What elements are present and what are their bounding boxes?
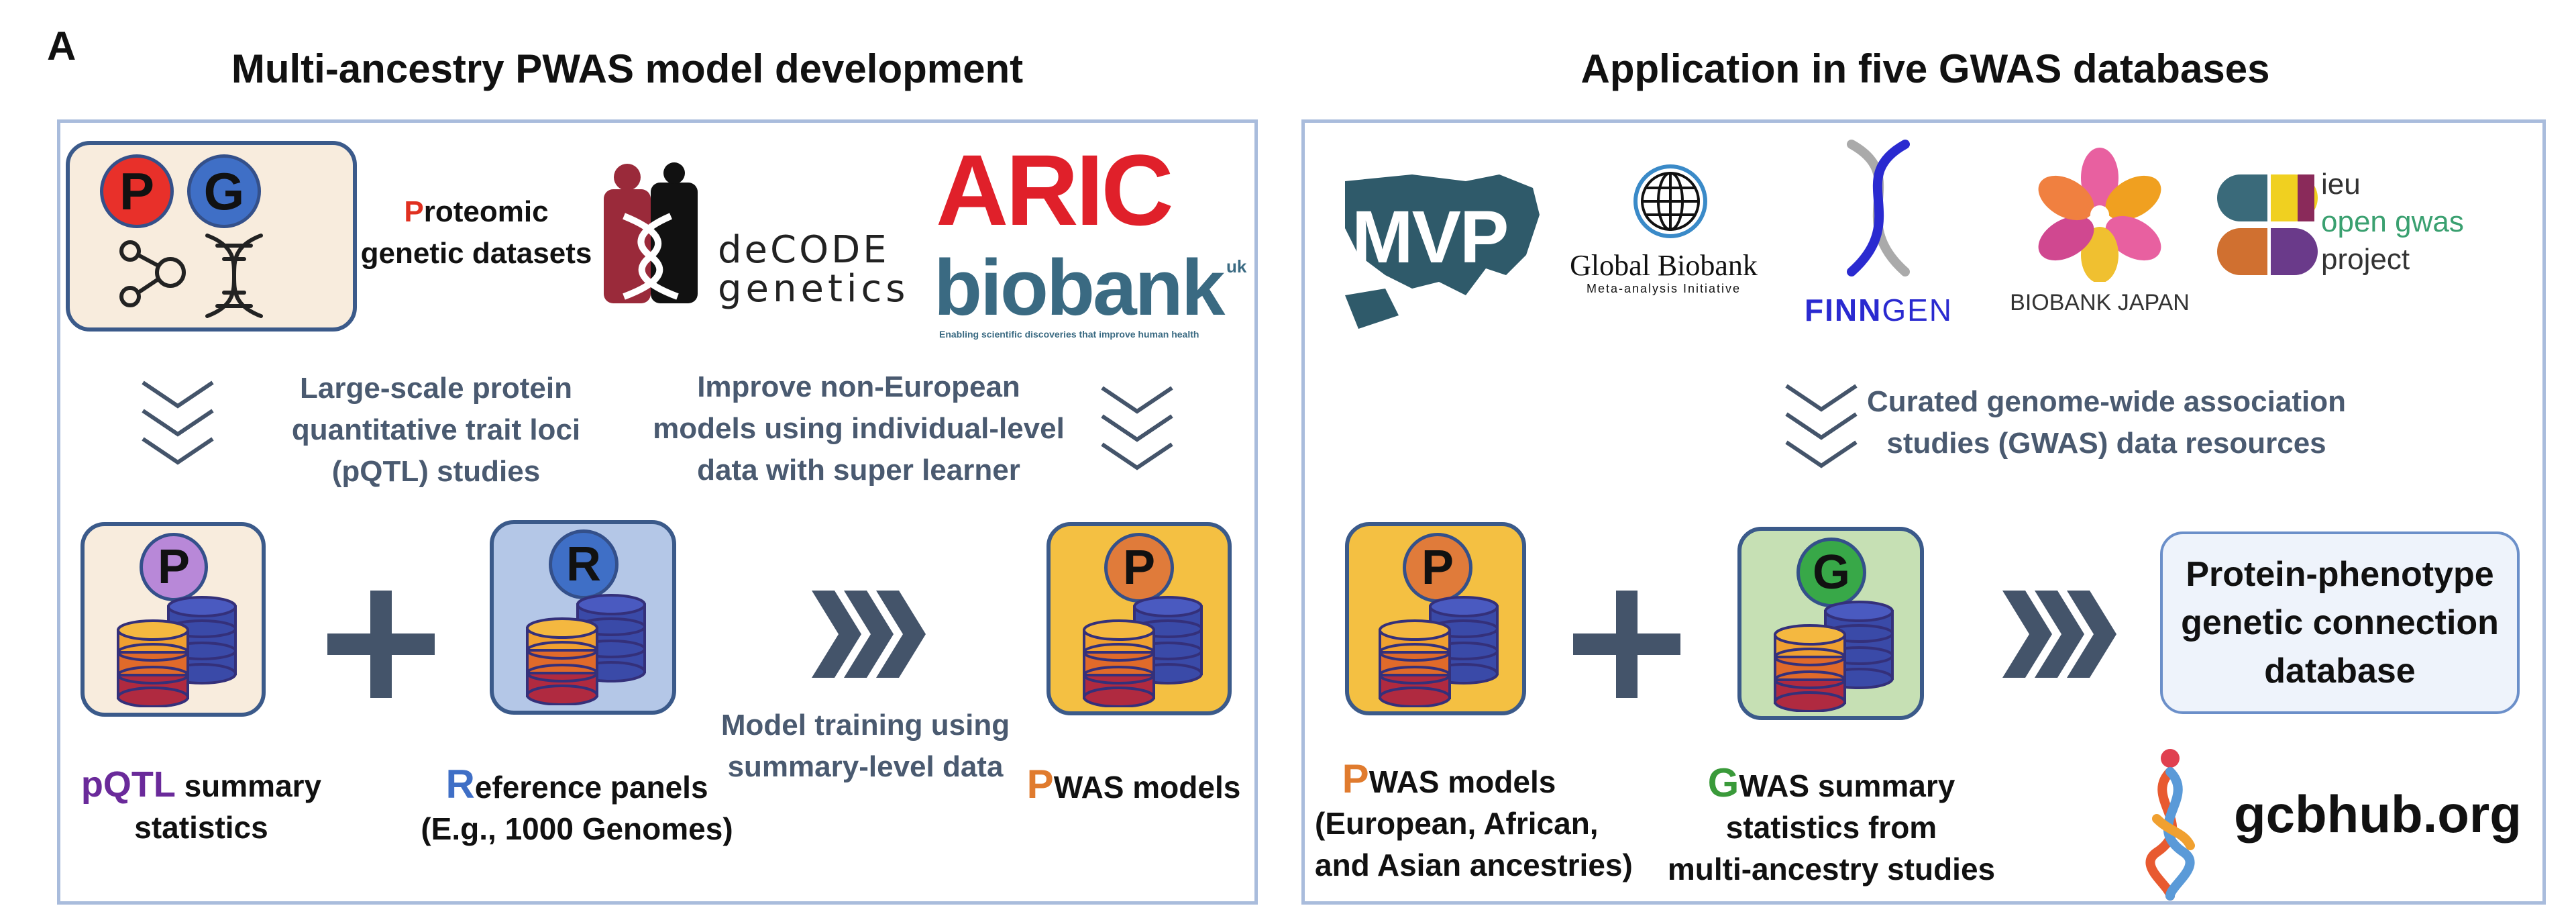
flower-icon [2038, 148, 2161, 282]
badge-p-right: P [1403, 533, 1472, 603]
step1-text: Large-scale protein quantitative trait l… [291, 372, 581, 488]
global-biobank-logo: Global Biobank Meta-analysis Initiative [1550, 161, 1778, 309]
finngen-logo: FINNGEN [1798, 138, 1959, 327]
database-stack-icon [1774, 601, 1894, 712]
database-stack-icon [117, 596, 237, 707]
decode-figures-icon [604, 162, 698, 303]
pwas-models-label: PWAS models [1026, 762, 1241, 807]
biobank-name: biobank [934, 244, 1225, 332]
chevron-down-icon [142, 380, 214, 465]
right-panel [1301, 119, 2546, 905]
reference-panels-label: Reference panels (E.g., 1000 Genomes) [421, 762, 733, 847]
left-panel [57, 119, 1258, 905]
aric-logo: ARIC [936, 134, 1174, 246]
pqtl-tile: P [80, 522, 266, 717]
plus-icon [1573, 591, 1680, 698]
badge-g-right: G [1796, 538, 1866, 607]
proteomic-datasets-label: Proteomic genetic datasets [360, 195, 592, 270]
gwas-summary-label: GWAS summary statistics from multi-ances… [1667, 760, 1996, 887]
mvp-text: MVP [1352, 196, 1509, 278]
biobank-suffix: uk [1226, 256, 1247, 276]
left-section-title: Multi-ancestry PWAS model development [231, 46, 1024, 91]
global-biobank-line1: Global Biobank [1570, 249, 1758, 282]
database-stack-icon [526, 594, 646, 705]
decode-genetics-logo: deCODE genetics [597, 162, 912, 311]
protein-phenotype-database-box: Protein-phenotype genetic connection dat… [2160, 531, 2520, 714]
ieu-line2: open gwas [2321, 205, 2464, 238]
plus-icon [327, 591, 435, 698]
panel-letter: A [47, 23, 76, 68]
badge-p-pqtl: P [140, 533, 208, 601]
globe-icon [1633, 164, 1707, 238]
chevron-down-icon [1101, 386, 1173, 470]
biobank-japan-text: BIOBANK JAPAN [2010, 290, 2190, 315]
ieu-shapes-icon [2217, 174, 2318, 275]
biobank-tagline: Enabling scientific discoveries that imp… [939, 329, 1199, 340]
database-stack-icon [1083, 596, 1203, 707]
right-step-text: Curated genome-wide association studies … [1867, 385, 2346, 460]
pwas-models-ancestries-label: PWAS models (European, African, and Asia… [1315, 756, 1633, 883]
mvp-logo: MVP [1332, 161, 1553, 336]
website-link[interactable]: gcbhub.org [2234, 784, 2522, 844]
biobank-japan-logo: BIOBANK JAPAN [1999, 148, 2200, 322]
badge-p-pwas: P [1104, 533, 1174, 603]
ieu-open-gwas-logo: ieu open gwas project [2214, 168, 2529, 289]
chevron-down-icon [1785, 384, 1858, 468]
pwas-model-tile: P [1046, 522, 1232, 715]
reference-panel-tile: R [490, 520, 676, 715]
pqtl-summary-label: pQTL summary statistics [80, 764, 322, 845]
proteomic-genetic-tile: P G [66, 141, 357, 332]
database-stack-icon [1379, 596, 1499, 707]
global-biobank-line2: Meta-analysis Initiative [1586, 282, 1741, 295]
decode-line2: genetics [718, 267, 910, 311]
badge-r: R [549, 529, 619, 599]
uk-biobank-logo: biobank uk Enabling scientific discoveri… [934, 248, 1246, 342]
badge-p: P [100, 154, 174, 228]
ieu-line1: ieu [2321, 168, 2361, 201]
gcbhub-logo-icon [2145, 749, 2195, 901]
dna-icon [205, 234, 263, 318]
triple-chevron-right-icon [812, 591, 926, 678]
step3-text: Model training using summary-level data [720, 709, 1010, 783]
us-map-icon [1345, 174, 1540, 329]
ieu-line3: project [2321, 243, 2410, 276]
dna-helix-icon [1847, 140, 1910, 276]
pwas-model-tile-right: P [1345, 522, 1526, 715]
step2-text: Improve non-European models using indivi… [653, 370, 1065, 487]
finngen-text: FINNGEN [1805, 293, 1953, 327]
triple-chevron-right-icon [2002, 591, 2116, 678]
badge-g: G [187, 154, 261, 228]
decode-line1: deCODE [718, 228, 890, 272]
gwas-summary-tile: G [1737, 527, 1924, 720]
right-section-title: Application in five GWAS databases [1580, 46, 2270, 91]
molecule-icon [119, 240, 186, 307]
